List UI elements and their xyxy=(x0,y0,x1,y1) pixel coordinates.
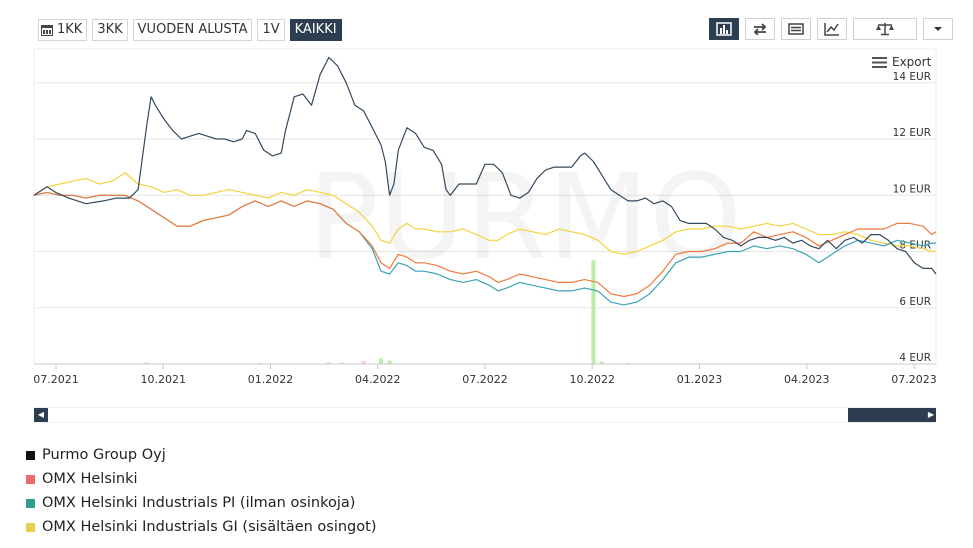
scroll-right-arrow-icon[interactable]: ▶ xyxy=(927,410,934,419)
compare-button[interactable] xyxy=(745,18,775,40)
more-dropdown-button[interactable] xyxy=(923,18,953,40)
table-icon xyxy=(788,23,804,35)
legend-swatch xyxy=(26,522,35,532)
range-button-3kk[interactable]: 3KK xyxy=(92,19,128,41)
range-button-ytd[interactable]: VUODEN ALUSTA xyxy=(132,19,253,41)
legend-item-industrials-gi[interactable]: OMX Helsinki Industrials GI (sisältäen o… xyxy=(26,515,376,539)
compare-scale-button[interactable] xyxy=(853,18,917,40)
x-tick-label: 04.2023 xyxy=(784,373,830,386)
volume-bar xyxy=(257,362,262,364)
chart-legend: Purmo Group Oyj OMX Helsinki OMX Helsink… xyxy=(26,443,376,539)
x-tick-label: 10.2021 xyxy=(141,373,187,386)
series-line-0 xyxy=(33,56,937,275)
y-tick-label: 6 EUR xyxy=(899,296,931,308)
legend-swatch xyxy=(26,474,35,484)
legend-item-omx-helsinki[interactable]: OMX Helsinki xyxy=(26,467,376,491)
series-line-1 xyxy=(33,191,937,298)
volume-bar xyxy=(591,259,596,364)
line-view-button[interactable] xyxy=(817,18,847,40)
scroll-thumb[interactable]: ▶ xyxy=(848,408,936,422)
balance-scale-icon xyxy=(876,23,894,36)
x-tick-label: 07.2021 xyxy=(33,373,79,386)
volume-bar xyxy=(361,361,366,364)
x-tick-label: 07.2022 xyxy=(462,373,508,386)
x-tick-label: 01.2022 xyxy=(248,373,294,386)
legend-swatch xyxy=(26,450,35,460)
y-tick-label: 14 EUR xyxy=(893,71,931,83)
volume-bar xyxy=(378,358,383,364)
y-tick-label: 12 EUR xyxy=(893,127,931,139)
chart-area: 4 EUR 6 EUR 8 EUR 10 EUR 12 EUR 14 EUR PURMO 07… xyxy=(33,48,937,386)
legend-item-purmo[interactable]: Purmo Group Oyj xyxy=(26,443,376,467)
menu-icon xyxy=(872,56,887,68)
legend-item-industrials-pi[interactable]: OMX Helsinki Industrials PI (ilman osink… xyxy=(26,491,376,515)
range-button-kaikki[interactable]: KAIKKI xyxy=(289,19,342,41)
legend-label: OMX Helsinki Industrials PI (ilman osink… xyxy=(42,495,356,511)
watermark-logo: PURMO xyxy=(308,148,742,286)
scroll-left-arrow-icon[interactable]: ◀ xyxy=(34,408,48,422)
legend-label: Purmo Group Oyj xyxy=(42,447,166,463)
range-button-1kk[interactable]: 1KK xyxy=(38,19,88,41)
line-chart-icon xyxy=(824,23,839,36)
volume-bar xyxy=(600,361,605,364)
volume-bar xyxy=(626,362,631,364)
chevron-down-icon xyxy=(934,27,942,31)
calendar-icon xyxy=(41,24,53,36)
chart-tools xyxy=(709,18,953,40)
legend-label: OMX Helsinki xyxy=(42,471,138,487)
export-button[interactable]: Export xyxy=(872,55,931,69)
legend-label: OMX Helsinki Industrials GI (sisältäen o… xyxy=(42,519,377,535)
x-tick-label: 10.2022 xyxy=(570,373,616,386)
volume-bar xyxy=(326,362,331,364)
range-label-1kk: 1KK xyxy=(57,22,83,37)
range-toolbar: 1KK 3KK VUODEN ALUSTA 1V KAIKKI xyxy=(38,19,342,41)
range-button-1v[interactable]: 1V xyxy=(257,19,285,41)
legend-swatch xyxy=(26,498,35,508)
bar-chart-icon xyxy=(716,22,732,36)
x-tick-label: 07.2023 xyxy=(891,373,937,386)
volume-bar xyxy=(339,362,344,364)
x-tick-label: 04.2022 xyxy=(355,373,401,386)
volume-bar xyxy=(144,362,149,364)
export-label: Export xyxy=(892,55,932,69)
y-tick-label: 4 EUR xyxy=(899,352,931,364)
range-scrollbar[interactable]: ◀ ▶ xyxy=(34,407,936,423)
series-line-3 xyxy=(33,172,936,255)
x-tick-label: 01.2023 xyxy=(677,373,723,386)
volume-bar xyxy=(387,360,392,364)
y-tick-label: 10 EUR xyxy=(893,183,931,195)
chart-view-button[interactable] xyxy=(709,18,739,40)
table-view-button[interactable] xyxy=(781,18,811,40)
swap-arrows-icon xyxy=(753,23,767,35)
